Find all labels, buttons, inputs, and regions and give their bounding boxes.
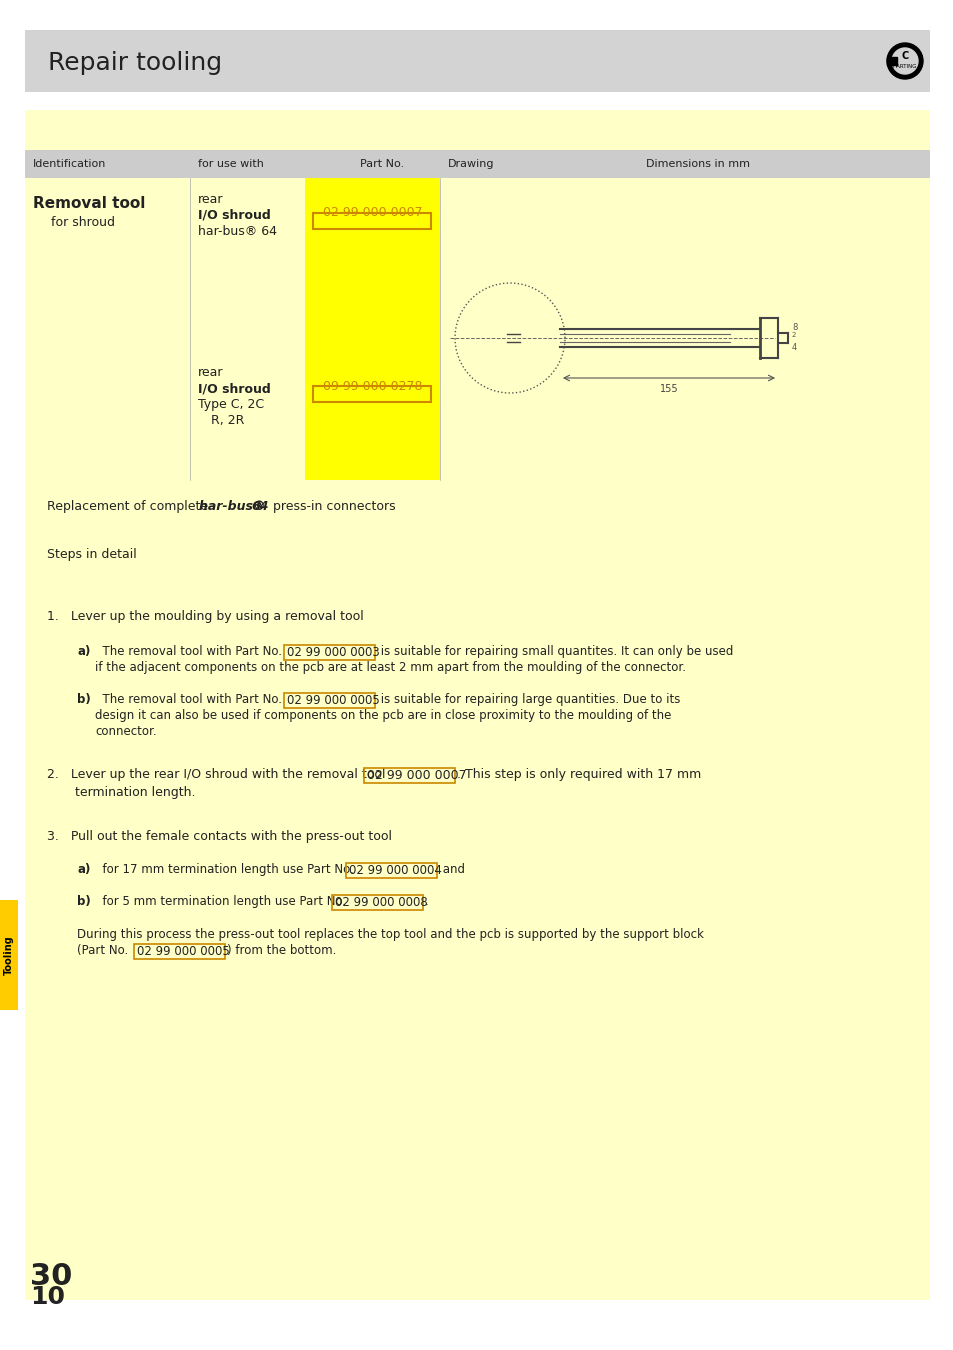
Text: 2: 2 bbox=[791, 332, 796, 338]
Bar bbox=[305, 178, 439, 481]
Text: connector.: connector. bbox=[95, 725, 156, 738]
Text: During this process the press-out tool replaces the top tool and the pcb is supp: During this process the press-out tool r… bbox=[77, 927, 703, 941]
Bar bbox=[25, 150, 929, 178]
Text: for shroud: for shroud bbox=[51, 216, 115, 230]
Text: (Part No.: (Part No. bbox=[77, 944, 132, 957]
Text: HARTING: HARTING bbox=[892, 65, 916, 69]
Text: for use with: for use with bbox=[198, 159, 264, 169]
Text: Removal tool: Removal tool bbox=[33, 196, 145, 211]
Text: 02 99 000 0005: 02 99 000 0005 bbox=[137, 945, 230, 958]
Text: 2.   Lever up the rear I/O shroud with the removal tool: 2. Lever up the rear I/O shroud with the… bbox=[47, 768, 389, 782]
Text: har-bus® 64: har-bus® 64 bbox=[198, 225, 276, 238]
Text: 30: 30 bbox=[30, 1262, 72, 1291]
Text: is suitable for repairing small quantites. It can only be used: is suitable for repairing small quantite… bbox=[376, 645, 733, 657]
Text: Replacement of complete: Replacement of complete bbox=[47, 500, 212, 513]
Text: 02 99 000 0008: 02 99 000 0008 bbox=[335, 896, 427, 909]
Text: and: and bbox=[438, 863, 464, 876]
Text: . This step is only required with 17 mm: . This step is only required with 17 mm bbox=[456, 768, 700, 782]
Text: C: C bbox=[901, 51, 907, 61]
Text: Drawing: Drawing bbox=[448, 159, 494, 169]
Text: Identification: Identification bbox=[33, 159, 107, 169]
Text: 8: 8 bbox=[791, 324, 797, 332]
Text: press-in connectors: press-in connectors bbox=[269, 500, 395, 513]
Bar bbox=[886, 57, 896, 65]
Text: 09 99 000 0278: 09 99 000 0278 bbox=[322, 379, 422, 393]
Text: if the adjacent components on the pcb are at least 2 mm apart from the moulding : if the adjacent components on the pcb ar… bbox=[95, 662, 685, 674]
Text: har-bus®: har-bus® bbox=[199, 500, 270, 513]
Circle shape bbox=[891, 49, 917, 74]
Text: b): b) bbox=[77, 895, 91, 909]
Text: for 17 mm termination length use Part No.: for 17 mm termination length use Part No… bbox=[95, 863, 357, 876]
Text: 02 99 000 0004: 02 99 000 0004 bbox=[349, 864, 441, 878]
Text: 1.   Lever up the moulding by using a removal tool: 1. Lever up the moulding by using a remo… bbox=[47, 610, 363, 622]
Text: 3.   Pull out the female contacts with the press-out tool: 3. Pull out the female contacts with the… bbox=[47, 830, 392, 842]
Text: a): a) bbox=[77, 645, 91, 657]
Text: The removal tool with Part No.: The removal tool with Part No. bbox=[95, 645, 286, 657]
Text: 64: 64 bbox=[251, 500, 268, 513]
Bar bbox=[25, 30, 929, 92]
Text: design it can also be used if components on the pcb are in close proximity to th: design it can also be used if components… bbox=[95, 709, 671, 722]
Text: Steps in detail: Steps in detail bbox=[47, 548, 136, 562]
Text: 02 99 000 0003: 02 99 000 0003 bbox=[287, 647, 379, 659]
Text: The removal tool with Part No.: The removal tool with Part No. bbox=[95, 693, 286, 706]
Text: b): b) bbox=[77, 693, 91, 706]
Text: rear: rear bbox=[198, 193, 223, 207]
Bar bbox=[25, 109, 929, 1300]
Text: 02 99 000 0007: 02 99 000 0007 bbox=[322, 207, 422, 220]
Text: 02 99 000 0007: 02 99 000 0007 bbox=[367, 769, 466, 782]
Text: Part No.: Part No. bbox=[359, 159, 404, 169]
Text: termination length.: termination length. bbox=[75, 786, 195, 799]
Text: Repair tooling: Repair tooling bbox=[48, 51, 222, 76]
Text: 10: 10 bbox=[30, 1285, 65, 1310]
Text: 155: 155 bbox=[659, 383, 678, 394]
Text: 02 99 000 0005: 02 99 000 0005 bbox=[287, 694, 379, 707]
Text: Tooling: Tooling bbox=[4, 936, 14, 975]
Text: rear: rear bbox=[198, 366, 223, 379]
Text: is suitable for repairing large quantities. Due to its: is suitable for repairing large quantiti… bbox=[376, 693, 679, 706]
Bar bbox=[0, 900, 18, 1010]
Text: I/O shroud: I/O shroud bbox=[198, 209, 271, 221]
Text: R, 2R: R, 2R bbox=[212, 414, 244, 427]
Text: Type C, 2C: Type C, 2C bbox=[198, 398, 264, 410]
Text: for 5 mm termination length use Part No.: for 5 mm termination length use Part No. bbox=[95, 895, 350, 909]
Text: 4: 4 bbox=[791, 343, 797, 352]
Text: ) from the bottom.: ) from the bottom. bbox=[227, 944, 336, 957]
Text: Dimensions in mm: Dimensions in mm bbox=[645, 159, 749, 169]
Text: .: . bbox=[424, 895, 428, 909]
Text: I/O shroud: I/O shroud bbox=[198, 382, 271, 396]
Text: a): a) bbox=[77, 863, 91, 876]
Circle shape bbox=[886, 43, 923, 80]
